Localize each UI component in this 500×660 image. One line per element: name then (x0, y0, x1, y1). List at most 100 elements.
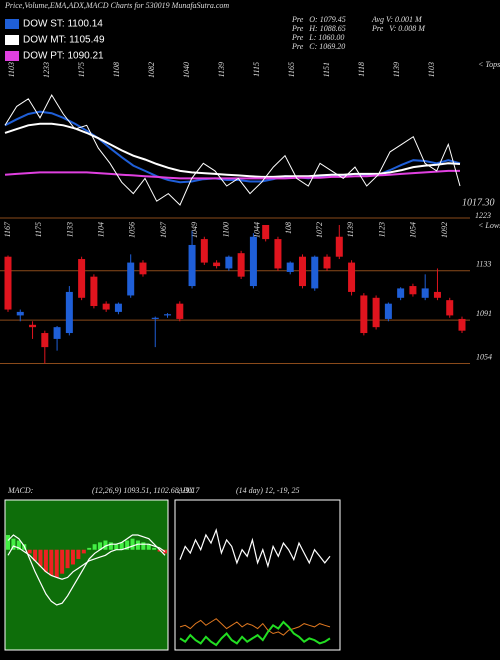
high-label: 1139 (217, 62, 226, 77)
candle-body (409, 286, 417, 295)
chart-title: Price,Volume,EMA,ADX,MACD Charts for 530… (4, 1, 229, 10)
histogram-bar (119, 542, 124, 550)
candle-body (335, 236, 343, 257)
histogram-bar (33, 549, 38, 561)
info: Pre V: 0.008 M (371, 24, 426, 33)
high-label: 1233 (42, 62, 51, 78)
legend-label: DOW MT: 1105.49 (23, 35, 105, 46)
plus-di-line (179, 620, 331, 647)
candle-body (200, 239, 208, 263)
low-label: 1133 (65, 222, 74, 237)
low-label: 1100 (221, 222, 230, 237)
high-label: 1175 (77, 62, 86, 77)
candle-body (164, 314, 172, 316)
histogram-bar (125, 540, 130, 550)
legend-swatch (5, 35, 19, 45)
info: Avg V: 0.001 M (371, 15, 423, 24)
high-label: 1103 (7, 62, 16, 77)
histogram-bar (60, 549, 65, 574)
annotation: 1017.30 (462, 197, 495, 208)
low-label: 1175 (34, 222, 43, 237)
legend-swatch (5, 51, 19, 61)
histogram-bar (43, 549, 48, 572)
price-line (4, 93, 461, 206)
histogram-bar (65, 549, 70, 569)
candle-body (384, 303, 392, 319)
candle-body (225, 256, 233, 269)
low-label: 1044 (253, 222, 262, 238)
candle-body (41, 333, 49, 348)
histogram-bar (141, 542, 146, 550)
panel-subtitle: (14 day) 12, -19, 25 (236, 486, 300, 495)
candle-body (458, 318, 466, 331)
low-label: 1104 (96, 222, 105, 237)
histogram-bar (76, 549, 81, 559)
y-tick-label: 1091 (476, 309, 492, 318)
histogram-bar (108, 542, 113, 550)
candle-body (53, 327, 61, 339)
histogram-bar (114, 544, 119, 550)
legend-label: DOW ST: 1100.14 (23, 19, 103, 30)
low-label: 1056 (128, 222, 137, 238)
histogram-bar (70, 549, 75, 565)
histogram-bar (103, 540, 108, 550)
candle-body (4, 256, 12, 310)
high-label: 1115 (252, 62, 261, 77)
info: Pre O: 1079.45 (291, 15, 346, 24)
panel-title: MACD: (7, 486, 34, 495)
panel-title: ADX (177, 486, 195, 495)
candle-body (323, 256, 331, 269)
low-label: 108 (284, 222, 293, 234)
low-label: 1049 (190, 222, 199, 238)
low-label: 1123 (377, 222, 386, 237)
candle-body (397, 288, 405, 298)
histogram-bar (81, 549, 86, 554)
candle-body (348, 262, 356, 292)
low-label: 1092 (440, 222, 449, 238)
macd-line (7, 534, 166, 606)
candle-body (213, 262, 221, 267)
low-label: 1139 (346, 222, 355, 237)
candle-body (249, 236, 257, 287)
histogram-bar (16, 540, 21, 550)
histogram-bar (11, 538, 16, 550)
adx-line (179, 527, 331, 569)
candle-body (127, 262, 135, 296)
histogram-bar (92, 544, 97, 550)
signal-line (7, 543, 166, 580)
histogram-bar (146, 544, 151, 550)
candle-body (90, 276, 98, 307)
candle-body (372, 297, 380, 328)
low-label: 1054 (409, 222, 418, 238)
y-tick-label: 1133 (476, 260, 491, 269)
histogram-bar (49, 549, 54, 576)
note: < Lows (478, 221, 500, 230)
candle-body (262, 225, 270, 240)
histogram-bar (157, 549, 162, 552)
y-tick-label: 1054 (476, 352, 492, 361)
candle-body (311, 256, 319, 289)
candle-body (274, 239, 282, 269)
high-label: 1118 (357, 62, 366, 77)
candle-body (188, 244, 196, 287)
candle-body (151, 317, 159, 319)
candle-body (139, 262, 147, 275)
ema-line (4, 122, 461, 178)
info: Pre C: 1069.20 (291, 42, 345, 51)
legend-label: DOW PT: 1090.21 (23, 51, 104, 62)
candle-body (78, 259, 86, 298)
histogram-bar (6, 535, 10, 550)
panel-subtitle: (12,26,9) 1093.51, 1102.68, -9.17 (92, 486, 200, 495)
histogram-bar (27, 549, 32, 554)
candle-body (114, 303, 122, 312)
high-label: 1151 (322, 62, 331, 77)
candle-body (286, 262, 294, 272)
histogram-bar (38, 549, 43, 567)
candle-body (360, 295, 368, 334)
high-label: 1108 (112, 62, 121, 77)
candle-body (102, 303, 110, 310)
low-label: 1067 (159, 221, 168, 238)
candle-body (16, 311, 24, 316)
annotation: 1223 (475, 211, 491, 220)
histogram-bar (54, 549, 59, 578)
